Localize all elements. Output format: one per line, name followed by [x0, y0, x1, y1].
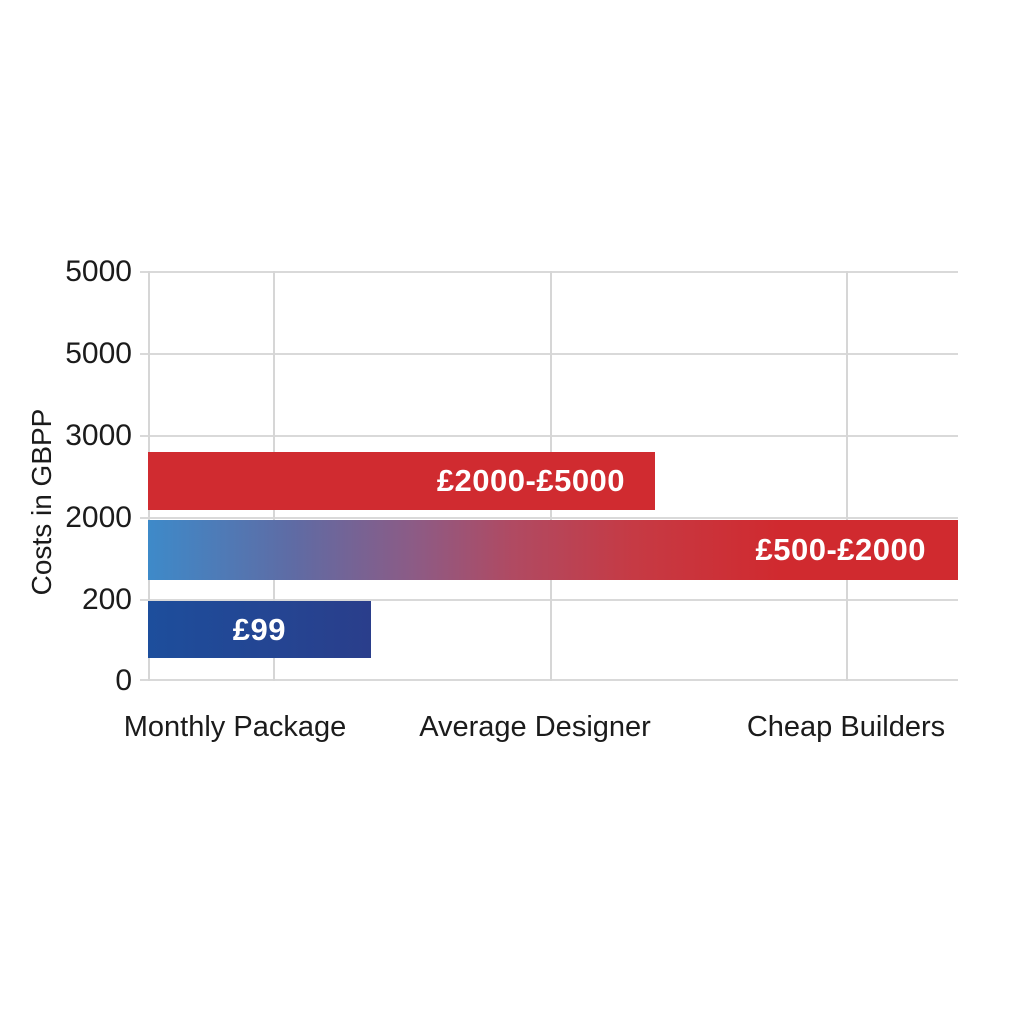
x-category-label-monthly-package: Monthly Package	[123, 711, 347, 743]
y-tick-label: 2000	[65, 501, 132, 534]
bar-monthly-package: £99	[148, 601, 371, 658]
bar-cheap-builders: £500-£2000	[148, 520, 958, 580]
bar-average-designer: £2000-£5000	[148, 452, 656, 510]
gridline-horizontal	[140, 679, 958, 681]
y-tick-label: 5000	[65, 337, 132, 370]
plot-area: £2000-£5000 £500-£2000 £99	[140, 271, 958, 681]
bar-value-label: £99	[232, 611, 286, 647]
gridline-horizontal	[140, 599, 958, 601]
y-tick-label: 0	[115, 664, 132, 697]
y-tick-label: 3000	[65, 419, 132, 452]
gridline-vertical	[846, 271, 848, 681]
bar-value-label: £2000-£5000	[436, 463, 626, 498]
x-category-label-cheap-builders: Cheap Builders	[746, 711, 946, 743]
gridline-horizontal	[140, 517, 958, 519]
gridline-horizontal	[140, 435, 958, 437]
gridline-horizontal	[140, 271, 958, 273]
y-tick-label: 200	[81, 583, 132, 616]
bar-value-label: £500-£2000	[755, 532, 926, 567]
x-category-label-average-designer: Average Designer	[419, 711, 651, 743]
gridline-horizontal	[140, 353, 958, 355]
y-tick-label: 5000	[65, 255, 132, 288]
